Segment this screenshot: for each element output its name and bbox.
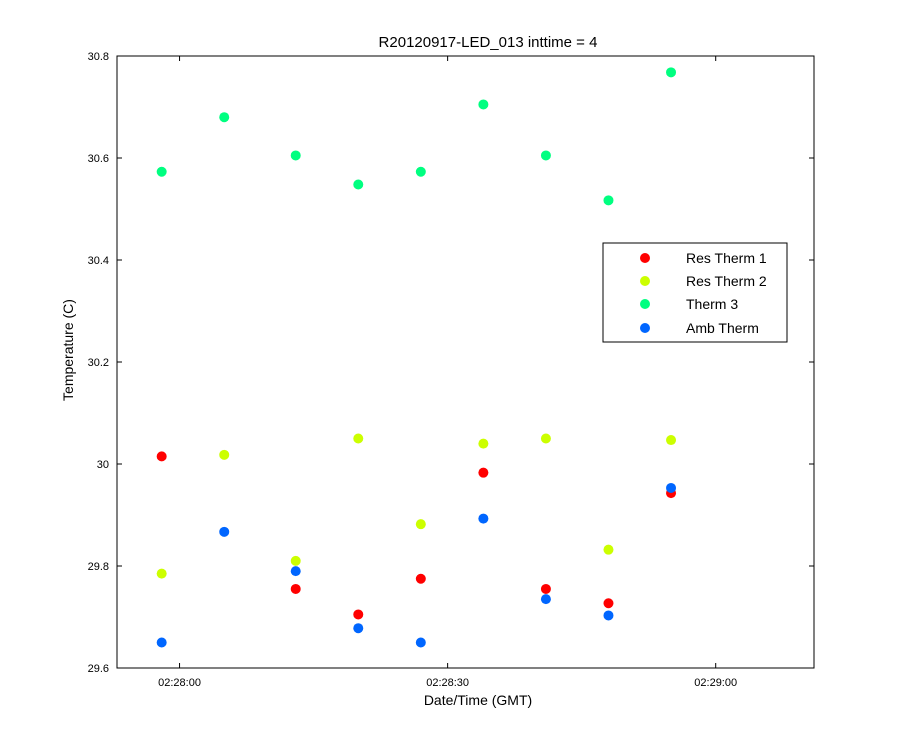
point-amb-therm	[478, 513, 489, 524]
x-axis-ticks: 02:28:00 02:28:30 02:29:00	[158, 56, 737, 689]
point-res-therm-2	[666, 435, 677, 446]
legend-marker-amb-therm	[640, 323, 650, 333]
y-tick-label: 30.8	[88, 51, 109, 63]
y-tick-label: 30	[97, 459, 109, 471]
legend-marker-res-therm-1	[640, 253, 650, 263]
point-amb-therm	[415, 637, 426, 648]
point-res-therm-1	[156, 451, 167, 462]
y-tick-label: 30.6	[88, 153, 109, 165]
point-amb-therm	[540, 594, 551, 605]
point-res-therm-2	[415, 519, 426, 530]
legend-label-res-therm-2: Res Therm 2	[686, 273, 767, 289]
point-amb-therm	[603, 610, 614, 621]
x-tick-label: 02:28:00	[158, 677, 201, 689]
point-amb-therm	[666, 482, 677, 493]
point-amb-therm	[353, 623, 364, 634]
point-therm-3	[219, 112, 230, 123]
x-tick-label: 02:28:30	[426, 677, 469, 689]
point-res-therm-2	[478, 438, 489, 449]
point-therm-3	[603, 195, 614, 206]
point-res-therm-1	[478, 467, 489, 478]
plot-area	[116, 55, 815, 669]
point-res-therm-2	[353, 433, 364, 444]
legend-label-therm-3: Therm 3	[686, 296, 738, 312]
point-amb-therm	[290, 566, 301, 577]
point-res-therm-1	[415, 573, 426, 584]
point-therm-3	[540, 150, 551, 161]
point-therm-3	[290, 150, 301, 161]
y-axis-ticks: 29.6 29.8 30 30.2 30.4 30.6 30.8	[88, 51, 814, 675]
y-tick-label: 29.6	[88, 663, 109, 675]
legend-label-res-therm-1: Res Therm 1	[686, 250, 767, 266]
legend-box	[602, 242, 788, 343]
point-res-therm-1	[353, 609, 364, 620]
point-res-therm-2	[540, 433, 551, 444]
point-amb-therm	[219, 526, 230, 537]
point-therm-3	[478, 99, 489, 110]
chart-title: R20120917-LED_013 inttime = 4	[379, 34, 598, 51]
data-points	[156, 67, 677, 648]
point-amb-therm	[156, 637, 167, 648]
point-res-therm-2	[290, 555, 301, 566]
point-res-therm-2	[603, 544, 614, 555]
legend-marker-res-therm-2	[640, 276, 650, 286]
point-res-therm-2	[156, 568, 167, 579]
point-therm-3	[156, 166, 167, 177]
point-res-therm-2	[219, 449, 230, 460]
point-res-therm-1	[540, 583, 551, 594]
point-therm-3	[415, 166, 426, 177]
point-res-therm-1	[290, 583, 301, 594]
x-axis-label: Date/Time (GMT)	[424, 692, 532, 708]
point-therm-3	[353, 179, 364, 190]
y-tick-label: 30.2	[88, 357, 109, 369]
x-tick-label: 02:29:00	[694, 677, 737, 689]
point-res-therm-1	[603, 598, 614, 609]
y-axis-label: Temperature (C)	[60, 299, 76, 401]
y-tick-label: 30.4	[88, 255, 109, 267]
y-tick-label: 29.8	[88, 561, 109, 573]
legend: Res Therm 1 Res Therm 2 Therm 3 Amb Ther…	[602, 242, 788, 343]
point-therm-3	[666, 67, 677, 78]
legend-marker-therm-3	[640, 299, 650, 309]
legend-label-amb-therm: Amb Therm	[686, 320, 759, 336]
